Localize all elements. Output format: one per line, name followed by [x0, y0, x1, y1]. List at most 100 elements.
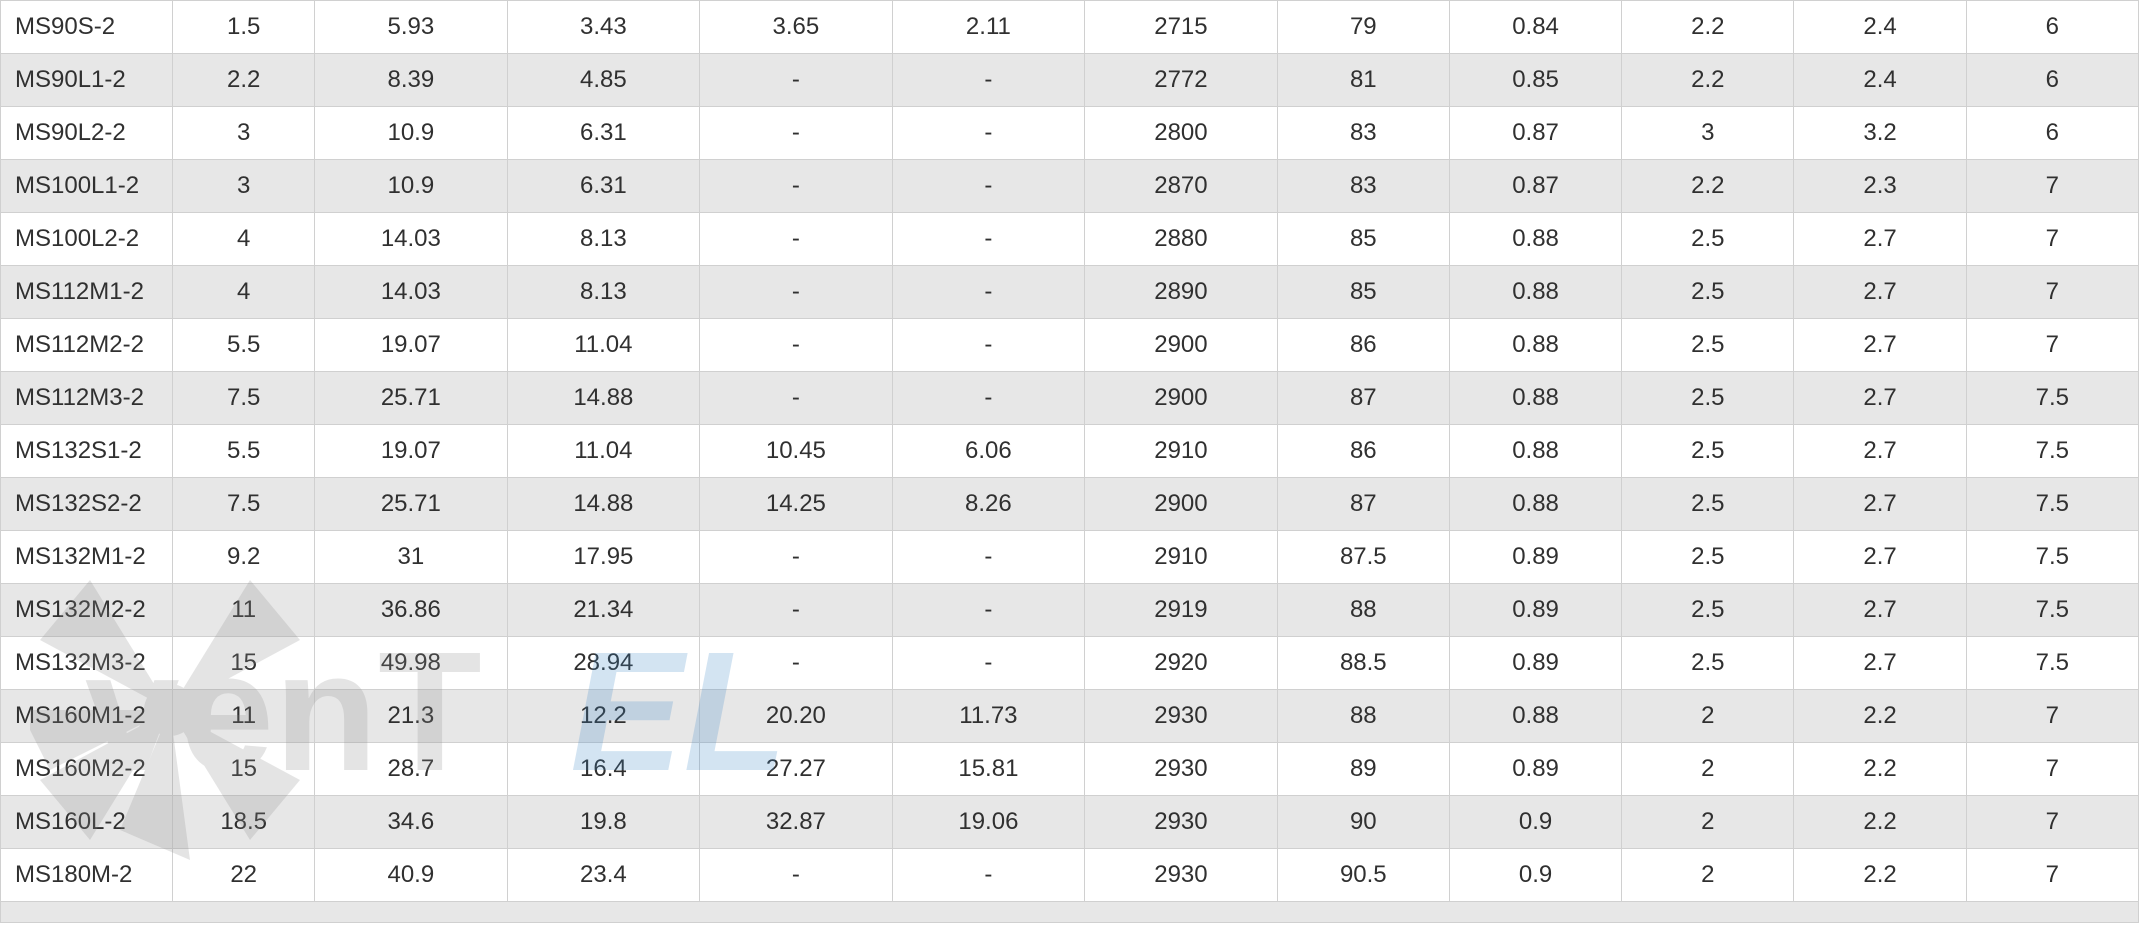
value-cell: 0.84	[1449, 1, 1621, 54]
value-cell: -	[892, 319, 1085, 372]
value-cell: 2.2	[1622, 54, 1794, 107]
value-cell: 2930	[1085, 796, 1278, 849]
value-cell: 18.5	[173, 796, 315, 849]
value-cell: 2.5	[1622, 213, 1794, 266]
value-cell: 2.5	[1622, 584, 1794, 637]
table-row: MS100L1-2310.96.31--2870830.872.22.37	[1, 160, 2139, 213]
model-cell: MS112M2-2	[1, 319, 173, 372]
value-cell: 7	[1966, 690, 2138, 743]
value-cell: 2.5	[1622, 478, 1794, 531]
value-cell: -	[892, 266, 1085, 319]
value-cell: 22	[173, 849, 315, 902]
value-cell: 2910	[1085, 531, 1278, 584]
value-cell: 0.88	[1449, 266, 1621, 319]
value-cell: 10.9	[315, 107, 508, 160]
value-cell: -	[892, 213, 1085, 266]
value-cell: 5.5	[173, 319, 315, 372]
table-row: MS112M2-25.519.0711.04--2900860.882.52.7…	[1, 319, 2139, 372]
value-cell: 14.25	[700, 478, 893, 531]
value-cell: 0.87	[1449, 160, 1621, 213]
model-cell: MS100L1-2	[1, 160, 173, 213]
value-cell: 19.8	[507, 796, 700, 849]
value-cell: 10.45	[700, 425, 893, 478]
value-cell: 4	[173, 213, 315, 266]
table-row: MS132S1-25.519.0711.0410.456.062910860.8…	[1, 425, 2139, 478]
model-cell: MS100L2-2	[1, 213, 173, 266]
value-cell: -	[892, 531, 1085, 584]
value-cell: 7.5	[173, 372, 315, 425]
value-cell: 0.88	[1449, 213, 1621, 266]
value-cell: 2772	[1085, 54, 1278, 107]
value-cell: 6	[1966, 107, 2138, 160]
value-cell: 4.85	[507, 54, 700, 107]
value-cell: 7	[1966, 743, 2138, 796]
value-cell: 2870	[1085, 160, 1278, 213]
value-cell: -	[700, 637, 893, 690]
value-cell: 19.07	[315, 319, 508, 372]
table-row: MS160L-218.534.619.832.8719.062930900.92…	[1, 796, 2139, 849]
value-cell: 28.94	[507, 637, 700, 690]
value-cell: 86	[1277, 319, 1449, 372]
value-cell: 15	[173, 743, 315, 796]
model-cell: MS90L1-2	[1, 54, 173, 107]
value-cell: 2919	[1085, 584, 1278, 637]
value-cell: 0.85	[1449, 54, 1621, 107]
value-cell: 2880	[1085, 213, 1278, 266]
value-cell: 2800	[1085, 107, 1278, 160]
value-cell: 86	[1277, 425, 1449, 478]
value-cell: 2	[1622, 743, 1794, 796]
model-cell: MS132S1-2	[1, 425, 173, 478]
value-cell: 85	[1277, 213, 1449, 266]
value-cell: 2.2	[1622, 1, 1794, 54]
value-cell: 3	[173, 107, 315, 160]
model-cell: MS132M1-2	[1, 531, 173, 584]
value-cell: 88	[1277, 690, 1449, 743]
value-cell: 2.4	[1794, 1, 1966, 54]
value-cell: 2.7	[1794, 531, 1966, 584]
value-cell: 15	[173, 637, 315, 690]
value-cell: -	[700, 54, 893, 107]
value-cell: 7.5	[1966, 531, 2138, 584]
value-cell: 2930	[1085, 743, 1278, 796]
model-cell: MS90S-2	[1, 1, 173, 54]
value-cell: 0.89	[1449, 743, 1621, 796]
table-row: MS160M2-21528.716.427.2715.812930890.892…	[1, 743, 2139, 796]
value-cell: 25.71	[315, 478, 508, 531]
table-row: MS90L2-2310.96.31--2800830.8733.26	[1, 107, 2139, 160]
value-cell: 7	[1966, 796, 2138, 849]
value-cell: 8.13	[507, 213, 700, 266]
value-cell: 31	[315, 531, 508, 584]
value-cell: 7	[1966, 266, 2138, 319]
value-cell: 3.65	[700, 1, 893, 54]
value-cell: -	[700, 160, 893, 213]
value-cell: 81	[1277, 54, 1449, 107]
value-cell: 2920	[1085, 637, 1278, 690]
table-row: MS180M-22240.923.4--293090.50.922.27	[1, 849, 2139, 902]
value-cell: 2.7	[1794, 266, 1966, 319]
value-cell: 11	[173, 584, 315, 637]
value-cell: 27.27	[700, 743, 893, 796]
value-cell: 90.5	[1277, 849, 1449, 902]
value-cell: 2900	[1085, 372, 1278, 425]
value-cell: 19.06	[892, 796, 1085, 849]
value-cell: 0.9	[1449, 796, 1621, 849]
value-cell: 2	[1622, 796, 1794, 849]
value-cell: 11.04	[507, 425, 700, 478]
value-cell: 5.93	[315, 1, 508, 54]
value-cell: 88.5	[1277, 637, 1449, 690]
value-cell: 7.5	[1966, 584, 2138, 637]
value-cell: 0.89	[1449, 584, 1621, 637]
value-cell: 25.71	[315, 372, 508, 425]
value-cell: 90	[1277, 796, 1449, 849]
value-cell: 2930	[1085, 849, 1278, 902]
table-tail-cell	[1, 902, 2139, 923]
value-cell: 2.4	[1794, 54, 1966, 107]
table-row: MS90S-21.55.933.433.652.112715790.842.22…	[1, 1, 2139, 54]
value-cell: -	[700, 849, 893, 902]
table-row: MS100L2-2414.038.13--2880850.882.52.77	[1, 213, 2139, 266]
model-cell: MS112M3-2	[1, 372, 173, 425]
value-cell: -	[892, 160, 1085, 213]
value-cell: 32.87	[700, 796, 893, 849]
table-row: MS132S2-27.525.7114.8814.258.262900870.8…	[1, 478, 2139, 531]
value-cell: 89	[1277, 743, 1449, 796]
